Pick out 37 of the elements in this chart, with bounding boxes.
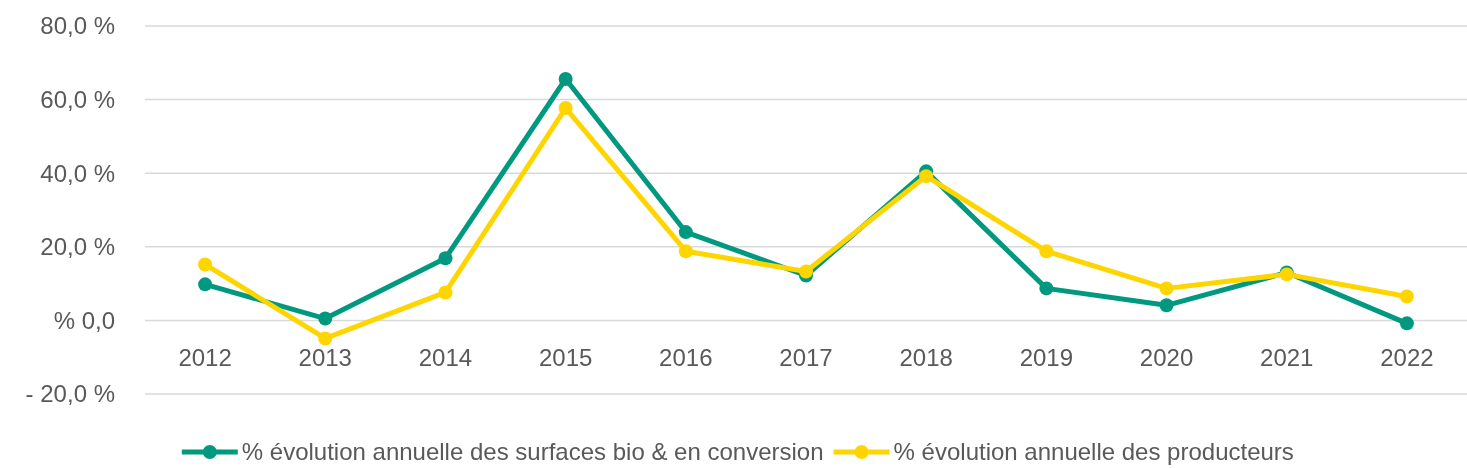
legend-label: % évolution annuelle des surfaces bio & en conversion	[241, 438, 824, 466]
x-tick-label: 2019	[1019, 344, 1074, 372]
x-tick-label: 2013	[298, 344, 352, 372]
x-tick-label: 2020	[1139, 344, 1194, 372]
point	[678, 225, 693, 240]
x-tick-label: 2022	[1380, 344, 1434, 372]
point	[919, 169, 934, 184]
y-tick-label: - 20,0 %	[25, 380, 115, 408]
point	[558, 101, 573, 116]
point	[678, 244, 693, 259]
point	[318, 311, 333, 326]
y-tick-label: 60,0 %	[40, 86, 115, 113]
x-tick-label: 2016	[659, 344, 713, 372]
point	[1159, 281, 1174, 296]
x-tick-label: 2021	[1260, 344, 1314, 372]
y-tick-label: 80,0 %	[40, 12, 115, 40]
point	[1039, 281, 1054, 296]
point	[1039, 244, 1054, 259]
point	[1159, 298, 1174, 313]
point	[558, 71, 573, 86]
y-tick-label: % 0,0	[53, 306, 115, 334]
point	[799, 264, 813, 279]
point	[438, 251, 453, 266]
x-tick-label: 2012	[178, 344, 232, 372]
x-tick-label: 2017	[779, 344, 833, 372]
point	[198, 277, 213, 292]
point	[198, 257, 213, 272]
x-tick-label: 2018	[899, 344, 953, 372]
point	[1399, 289, 1414, 304]
legend-label: % évolution annuelle des producteurs	[893, 438, 1294, 466]
x-tick-label: 2015	[538, 344, 593, 372]
point	[1399, 316, 1414, 331]
y-tick-label: 40,0 %	[40, 159, 115, 187]
x-tick-label: 2014	[418, 344, 473, 372]
y-tick-label: 20,0 %	[40, 233, 115, 261]
point	[438, 285, 453, 300]
point	[318, 331, 333, 346]
